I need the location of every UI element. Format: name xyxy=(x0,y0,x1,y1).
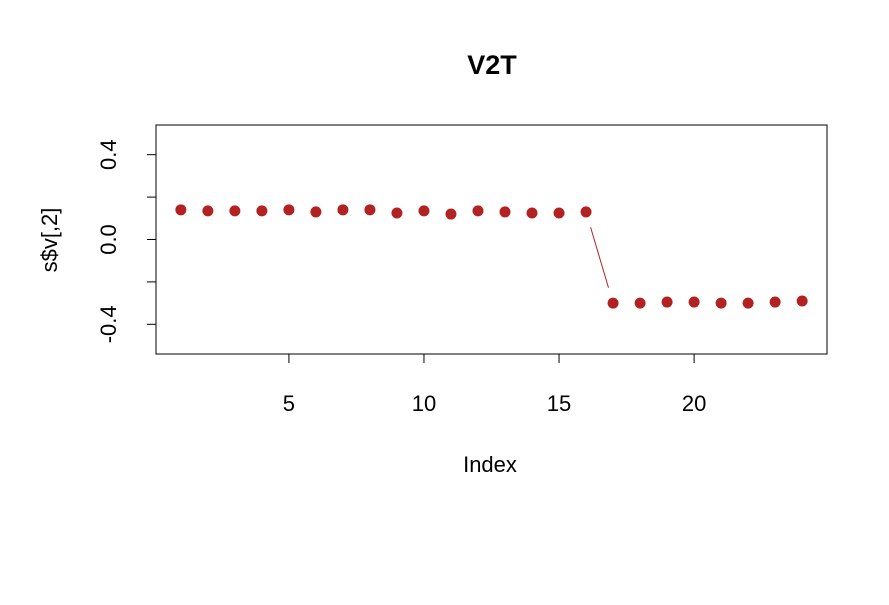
x-tick-label: 10 xyxy=(412,391,436,416)
connector-line xyxy=(590,227,609,288)
annotation-layer xyxy=(590,227,609,288)
data-point xyxy=(229,205,241,217)
x-tick-label: 5 xyxy=(283,391,295,416)
x-tick-label: 15 xyxy=(547,391,571,416)
data-point xyxy=(445,208,457,220)
data-point xyxy=(769,296,781,308)
data-point xyxy=(499,206,511,218)
data-point xyxy=(283,204,295,216)
x-tick-label: 20 xyxy=(682,391,706,416)
data-point xyxy=(337,204,349,216)
data-point xyxy=(715,297,727,309)
data-point xyxy=(688,296,700,308)
data-point xyxy=(607,297,619,309)
data-point xyxy=(634,297,646,309)
data-point xyxy=(256,205,268,217)
data-point xyxy=(472,205,484,217)
data-point xyxy=(526,207,538,219)
data-point xyxy=(661,296,673,308)
data-point xyxy=(553,207,565,219)
data-point xyxy=(202,205,214,217)
y-axis-title: s$v[,2] xyxy=(37,208,62,273)
data-point xyxy=(310,206,322,218)
y-tick-label: 0.4 xyxy=(96,139,121,170)
chart-title: V2T xyxy=(467,50,517,80)
y-axis: -0.4 0.0 0.4 xyxy=(96,139,156,343)
data-point xyxy=(742,297,754,309)
plot-frame xyxy=(155,124,828,355)
data-point xyxy=(391,207,403,219)
data-point xyxy=(175,204,187,216)
data-point xyxy=(796,295,808,307)
x-axis-title: Index xyxy=(463,452,517,477)
data-point xyxy=(418,205,430,217)
data-points xyxy=(175,204,808,309)
y-tick-label: 0.0 xyxy=(96,224,121,255)
data-point xyxy=(364,204,376,216)
y-tick-label: -0.4 xyxy=(96,305,121,343)
x-axis: 5 10 15 20 xyxy=(283,354,706,416)
data-point xyxy=(580,206,592,218)
